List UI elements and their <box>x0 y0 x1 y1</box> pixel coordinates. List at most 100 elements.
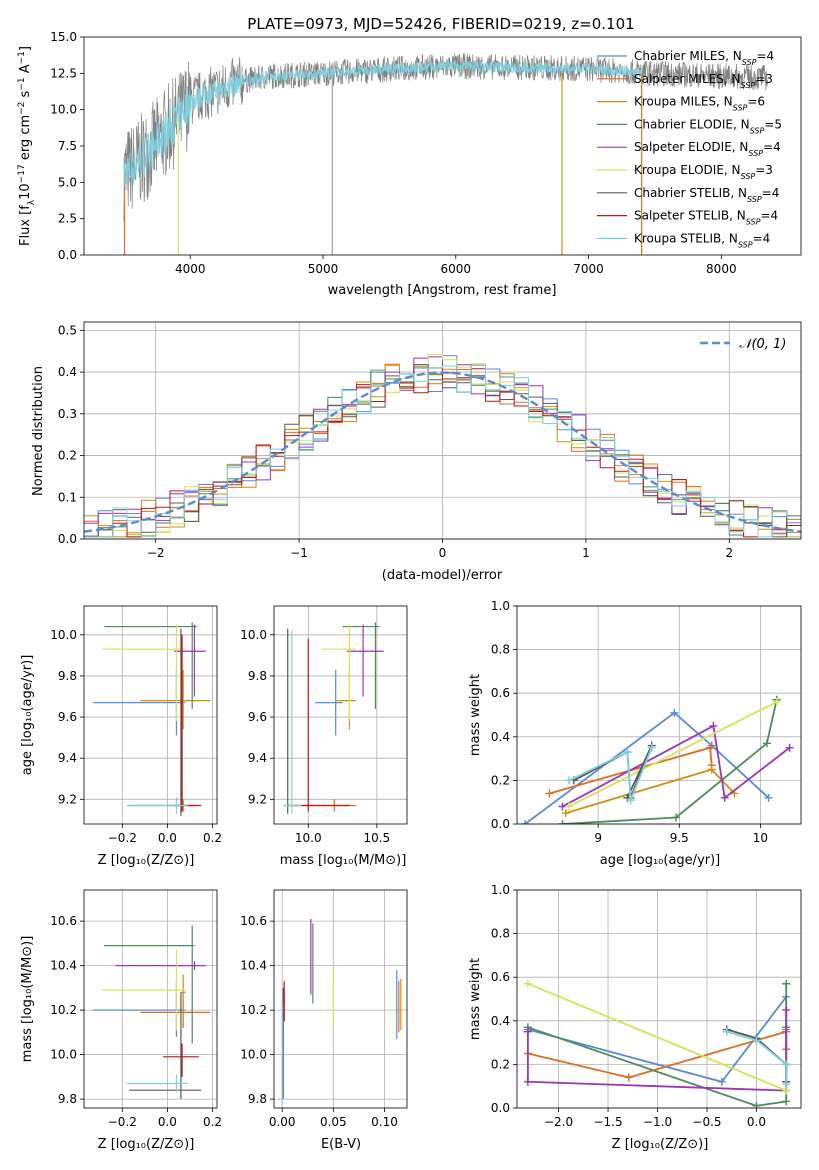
weight-vs-age-marker <box>561 809 570 818</box>
mass-vs-extinction-grid <box>274 890 407 1108</box>
weight-vs-metallicity-xtick-label: −2.0 <box>544 1115 573 1129</box>
weight-vs-age-xtick-label: 9.5 <box>670 831 689 845</box>
model-spectrum-line <box>123 59 643 191</box>
weight-vs-age-xtick-label: 9 <box>594 831 602 845</box>
spectrum-legend-label: Salpeter MILES, NSSP=3 <box>634 72 773 90</box>
age-vs-metallicity-ticks: −0.2 0.0 0.2 9.2 9.4 9.6 9.8 10.0 <box>50 628 222 845</box>
weight-vs-metallicity-series-3 <box>527 983 788 1107</box>
spectrum-panel: 4000 5000 6000 7000 8000 0.0 2.5 5.0 7.5 10.0 12.5… <box>17 30 802 298</box>
age-vs-mass-panel: 10.0 10.5 9.2 9.4 9.6 9.8 10.0 mass [log₁₀(M/M… <box>240 605 408 868</box>
weight-vs-age-marker <box>709 721 718 730</box>
spectrum-ytick-label: 12.5 <box>50 66 77 80</box>
age-vs-mass-xtick-label: 10.5 <box>363 831 390 845</box>
weight-vs-metallicity-panel: −2.0 −1.5 −1.0 −0.5 0.0 0.0 0.2 0.4 0.6 0.8 1.0 Z … <box>468 883 802 1152</box>
weight-vs-age-series-0 <box>524 711 770 824</box>
weight-vs-metallicity-marker <box>782 979 791 988</box>
weight-vs-age-frame <box>516 605 802 825</box>
weight-vs-metallicity-ylabel: mass weight <box>468 958 483 1040</box>
weight-vs-metallicity-marker <box>624 1073 633 1082</box>
spectrum-ytick-label: 2.5 <box>58 212 77 226</box>
weight-vs-metallicity-ytick-label: 0.8 <box>491 927 510 941</box>
mass-vs-extinction-panel: 0.00 0.05 0.10 9.8 10.0 10.2 10.4 10.6 E(B-V) <box>240 889 408 1152</box>
spectrum-legend-label: Salpeter STELIB, NSSP=4 <box>634 209 778 227</box>
age-vs-metallicity-ytick-label: 10.0 <box>50 628 77 642</box>
weight-vs-age-lines <box>521 695 794 824</box>
spectrum-xtick-label: 8000 <box>706 262 737 276</box>
weight-vs-age-marker <box>626 796 635 805</box>
age-vs-mass-frame <box>273 605 408 825</box>
age-vs-metallicity-grid <box>84 606 217 824</box>
mass-vs-metallicity-ytick-label: 10.2 <box>50 1003 77 1017</box>
spectrum-xtick-label: 7000 <box>573 262 604 276</box>
weight-vs-metallicity-xtick-label: −1.5 <box>593 1115 622 1129</box>
weight-vs-age-marker <box>670 708 679 717</box>
spectrum-ticks: 4000 5000 6000 7000 8000 0.0 2.5 5.0 7.5 10.0 12.5… <box>50 30 736 276</box>
weight-vs-metallicity-ytick-label: 1.0 <box>491 883 510 897</box>
weight-vs-age-ticks: 9 9.5 10 0.0 0.2 0.4 0.6 0.8 1.0 <box>491 599 768 845</box>
histogram-xtick-label: −1 <box>290 546 308 560</box>
age-vs-mass-grid <box>274 606 407 824</box>
mass-vs-extinction-ytick-label: 10.4 <box>240 959 267 973</box>
weight-vs-age-series-5 <box>568 701 778 808</box>
mass-vs-extinction-ytick-label: 9.8 <box>248 1092 267 1106</box>
spectrum-ytick-label: 0.0 <box>58 248 77 262</box>
weight-vs-age-panel: 9 9.5 10 0.0 0.2 0.4 0.6 0.8 1.0 age [log₁₀(age/… <box>468 599 802 868</box>
age-vs-metallicity-ytick-label: 9.6 <box>58 710 77 724</box>
weight-vs-metallicity-marker <box>722 1027 731 1036</box>
spectrum-ylabel: Flux [fλ10−17 erg cm−2 s−1 A−1] <box>17 46 37 246</box>
mass-vs-extinction-xtick-label: 0.10 <box>371 1115 398 1129</box>
weight-vs-metallicity-marker <box>717 1077 726 1086</box>
age-vs-metallicity-ytick-label: 9.8 <box>58 669 77 683</box>
spectrum-legend-label: Chabrier ELODIE, NSSP=5 <box>634 117 782 135</box>
histogram-ytick-label: 0.1 <box>58 490 77 504</box>
weight-vs-metallicity-series-5 <box>527 982 787 1092</box>
mass-vs-metallicity-ytick-label: 10.6 <box>50 914 77 928</box>
weight-vs-metallicity-ytick-label: 0.4 <box>491 1014 510 1028</box>
weight-vs-age-marker <box>772 697 781 706</box>
mass-vs-metallicity-xtick-label: 0.2 <box>203 1115 222 1129</box>
spectrum-ytick-label: 5.0 <box>58 175 77 189</box>
age-vs-mass-ytick-label: 10.0 <box>240 628 267 642</box>
weight-vs-metallicity-marker <box>523 1077 532 1086</box>
age-vs-metallicity-frame <box>83 605 218 825</box>
histogram-series-8 <box>84 363 801 538</box>
weight-vs-age-marker <box>721 766 729 774</box>
weight-vs-age-marker <box>564 802 573 811</box>
age-vs-metallicity-ytick-label: 9.2 <box>58 792 77 806</box>
spectrum-legend-label: Kroupa STELIB, NSSP=4 <box>634 231 770 249</box>
weight-vs-age-marker <box>545 789 554 798</box>
spectrum-xlabel: wavelength [Angstrom, rest frame] <box>328 283 557 298</box>
weight-vs-age-xtick-label: 10 <box>753 831 768 845</box>
weight-vs-age-marker <box>706 743 715 752</box>
weight-vs-age-ytick-label: 0.4 <box>491 730 510 744</box>
weight-vs-metallicity-ytick-label: 0.0 <box>491 1101 510 1115</box>
weight-vs-age-marker <box>720 793 729 802</box>
age-vs-metallicity-ytick-label: 9.4 <box>58 751 77 765</box>
age-vs-metallicity-errorbars <box>93 622 211 816</box>
mass-vs-extinction-ytick-label: 10.2 <box>240 1003 267 1017</box>
mass-vs-metallicity-errorbars <box>93 925 211 1100</box>
weight-vs-age-ytick-label: 1.0 <box>491 599 510 613</box>
mass-vs-metallicity-xtick-label: −0.2 <box>108 1115 137 1129</box>
weight-vs-metallicity-marker <box>752 1036 761 1045</box>
mass-vs-extinction-errorbars <box>281 918 402 1104</box>
weight-vs-metallicity-marker <box>782 951 790 959</box>
mass-vs-metallicity-frame <box>83 889 218 1109</box>
age-vs-metallicity-xtick-label: 0.2 <box>203 831 222 845</box>
spectrum-ytick-label: 7.5 <box>58 139 77 153</box>
mass-vs-metallicity-ylabel: mass [log₁₀(M/M⊙)] <box>20 936 35 1063</box>
age-vs-mass-ytick-label: 9.8 <box>248 669 267 683</box>
mass-vs-metallicity-ytick-label: 10.0 <box>50 1048 77 1062</box>
mass-vs-extinction-ticks: 0.00 0.05 0.10 9.8 10.0 10.2 10.4 10.6 <box>240 914 398 1129</box>
mass-vs-extinction-xlabel: E(B-V) <box>321 1137 361 1152</box>
residual-histogram-panel: −2 −1 0 1 2 0.0 0.1 0.2 0.3 0.4 0.5 (data-model)/e… <box>31 321 802 583</box>
mass-vs-extinction-frame <box>273 889 408 1109</box>
spectrum-xtick-label: 5000 <box>308 262 339 276</box>
weight-vs-metallicity-ticks: −2.0 −1.5 −1.0 −0.5 0.0 0.0 0.2 0.4 0.6 0.8 1.0 <box>491 883 766 1129</box>
age-vs-mass-ytick-label: 9.2 <box>248 792 267 806</box>
histogram-xtick-label: −2 <box>147 546 165 560</box>
weight-vs-age-marker <box>521 820 530 824</box>
weight-vs-metallicity-series-8 <box>726 1030 788 1084</box>
weight-vs-metallicity-xlabel: Z [log₁₀(Z/Z⊙)] <box>612 1137 709 1152</box>
histogram-ytick-label: 0.3 <box>58 407 77 421</box>
